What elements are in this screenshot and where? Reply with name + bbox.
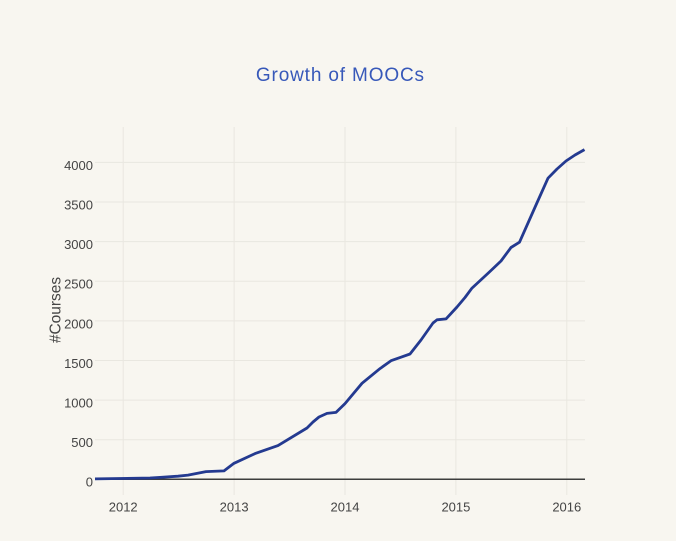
svg-text:2015: 2015 [441, 500, 470, 515]
svg-text:2500: 2500 [64, 277, 93, 292]
svg-text:2013: 2013 [220, 500, 249, 515]
svg-text:2000: 2000 [64, 316, 93, 331]
svg-text:3500: 3500 [64, 197, 93, 212]
svg-text:4000: 4000 [64, 158, 93, 173]
svg-text:3000: 3000 [64, 237, 93, 252]
svg-text:#Courses: #Courses [48, 277, 65, 344]
svg-text:500: 500 [71, 435, 93, 450]
svg-text:2014: 2014 [331, 500, 360, 515]
svg-text:2016: 2016 [552, 500, 581, 515]
svg-text:0: 0 [86, 475, 93, 490]
svg-text:1500: 1500 [64, 356, 93, 371]
svg-text:Growth of MOOCs: Growth of MOOCs [256, 65, 425, 86]
svg-text:2012: 2012 [109, 500, 138, 515]
svg-text:1000: 1000 [64, 396, 93, 411]
